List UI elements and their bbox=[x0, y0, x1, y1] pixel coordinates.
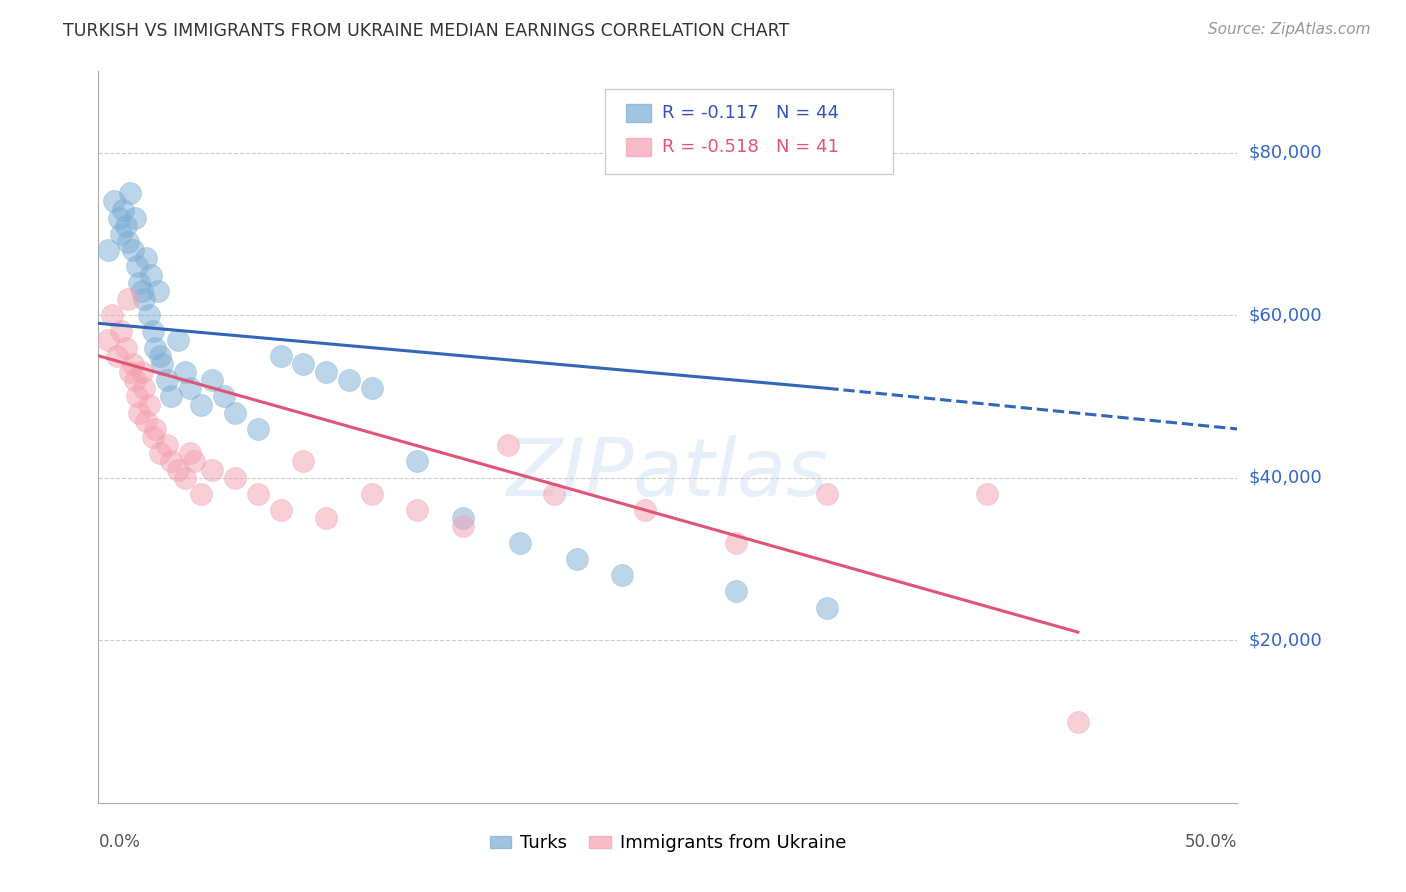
Point bbox=[183, 454, 205, 468]
Point bbox=[509, 535, 531, 549]
Point bbox=[131, 284, 153, 298]
Point bbox=[565, 552, 588, 566]
Point bbox=[124, 211, 146, 225]
Point bbox=[315, 511, 337, 525]
Point bbox=[337, 373, 360, 387]
Text: $20,000: $20,000 bbox=[1249, 632, 1322, 649]
Point bbox=[270, 349, 292, 363]
Point bbox=[1067, 714, 1090, 729]
Text: $80,000: $80,000 bbox=[1249, 144, 1322, 161]
Point bbox=[96, 333, 118, 347]
Point bbox=[498, 438, 520, 452]
Text: TURKISH VS IMMIGRANTS FROM UKRAINE MEDIAN EARNINGS CORRELATION CHART: TURKISH VS IMMIGRANTS FROM UKRAINE MEDIA… bbox=[63, 22, 790, 40]
Point bbox=[292, 454, 315, 468]
Point bbox=[110, 325, 132, 339]
Text: 0.0%: 0.0% bbox=[98, 833, 141, 851]
Point bbox=[167, 462, 190, 476]
Text: $40,000: $40,000 bbox=[1249, 468, 1322, 487]
Point bbox=[406, 503, 429, 517]
Point bbox=[150, 357, 173, 371]
Point bbox=[131, 365, 153, 379]
Point bbox=[110, 227, 132, 241]
Legend: Turks, Immigrants from Ukraine: Turks, Immigrants from Ukraine bbox=[482, 827, 853, 860]
Point bbox=[127, 389, 149, 403]
Point bbox=[103, 194, 125, 209]
Point bbox=[190, 487, 212, 501]
Point bbox=[128, 406, 150, 420]
Point bbox=[128, 276, 150, 290]
Point bbox=[179, 381, 201, 395]
Point bbox=[725, 535, 748, 549]
Point bbox=[725, 584, 748, 599]
Point bbox=[127, 260, 149, 274]
Point bbox=[149, 349, 172, 363]
Point bbox=[167, 333, 190, 347]
Point bbox=[114, 341, 136, 355]
Point bbox=[224, 406, 246, 420]
Point bbox=[145, 341, 167, 355]
Point bbox=[120, 186, 142, 201]
Point bbox=[292, 357, 315, 371]
Point bbox=[451, 519, 474, 533]
Point bbox=[149, 446, 172, 460]
Point bbox=[815, 487, 838, 501]
Point bbox=[156, 373, 179, 387]
Point bbox=[121, 243, 143, 257]
Point bbox=[112, 202, 135, 217]
Point bbox=[224, 471, 246, 485]
Point bbox=[156, 438, 179, 452]
Point bbox=[179, 446, 201, 460]
Point bbox=[246, 487, 269, 501]
Point bbox=[124, 373, 146, 387]
Point bbox=[121, 357, 143, 371]
Point bbox=[212, 389, 235, 403]
Text: R = -0.117   N = 44: R = -0.117 N = 44 bbox=[662, 104, 839, 122]
Point bbox=[96, 243, 118, 257]
Point bbox=[406, 454, 429, 468]
Point bbox=[114, 219, 136, 233]
Text: Source: ZipAtlas.com: Source: ZipAtlas.com bbox=[1208, 22, 1371, 37]
Point bbox=[108, 211, 131, 225]
Point bbox=[976, 487, 998, 501]
Point bbox=[138, 308, 160, 322]
Point bbox=[815, 600, 838, 615]
Text: $60,000: $60,000 bbox=[1249, 306, 1322, 324]
Point bbox=[270, 503, 292, 517]
Point bbox=[201, 373, 224, 387]
Point bbox=[451, 511, 474, 525]
Point bbox=[360, 381, 382, 395]
Point bbox=[132, 292, 155, 306]
Text: R = -0.518   N = 41: R = -0.518 N = 41 bbox=[662, 138, 839, 156]
Point bbox=[139, 268, 162, 282]
Point bbox=[105, 349, 128, 363]
Point bbox=[246, 422, 269, 436]
Point bbox=[135, 252, 157, 266]
Point bbox=[142, 325, 165, 339]
Point bbox=[138, 398, 160, 412]
Point bbox=[612, 568, 634, 582]
Point bbox=[120, 365, 142, 379]
Point bbox=[160, 389, 183, 403]
Point bbox=[135, 414, 157, 428]
Point bbox=[101, 308, 124, 322]
Point bbox=[315, 365, 337, 379]
Point bbox=[132, 381, 155, 395]
Point bbox=[360, 487, 382, 501]
Text: ZIPatlas: ZIPatlas bbox=[506, 434, 830, 513]
Point bbox=[543, 487, 565, 501]
Point bbox=[634, 503, 657, 517]
Text: 50.0%: 50.0% bbox=[1185, 833, 1237, 851]
Point bbox=[174, 365, 197, 379]
Point bbox=[146, 284, 169, 298]
Point bbox=[190, 398, 212, 412]
Point bbox=[117, 235, 139, 249]
Point bbox=[142, 430, 165, 444]
Point bbox=[145, 422, 167, 436]
Point bbox=[117, 292, 139, 306]
Point bbox=[201, 462, 224, 476]
Point bbox=[160, 454, 183, 468]
Point bbox=[174, 471, 197, 485]
